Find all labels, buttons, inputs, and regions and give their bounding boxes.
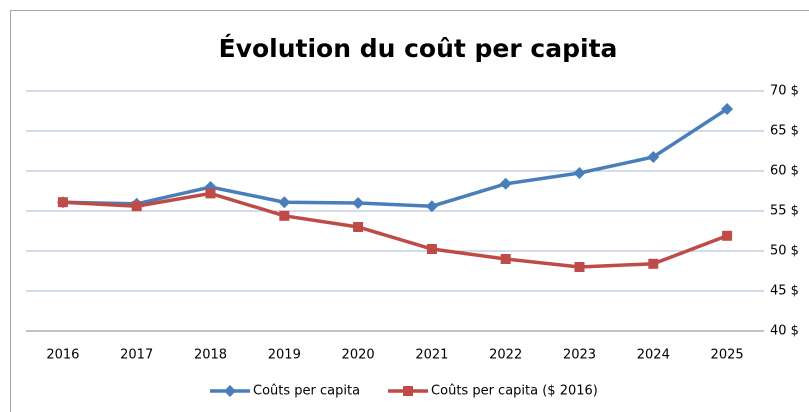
x-tick-label: 2022: [489, 348, 522, 363]
x-tick-label: 2019: [268, 348, 301, 363]
data-point: [648, 258, 659, 269]
x-tick-label: 2020: [342, 348, 375, 363]
x-tick-label: 2017: [120, 348, 153, 363]
legend-label: Coûts per capita: [253, 384, 360, 399]
data-point: [499, 177, 512, 190]
data-point: [205, 188, 216, 199]
data-point: [352, 197, 365, 209]
legend-marker: [224, 385, 236, 397]
y-tick-label: 70 $: [770, 84, 799, 99]
y-tick-label: 60 $: [770, 164, 799, 179]
data-point: [57, 197, 68, 208]
series-line: [62, 107, 729, 208]
x-tick-label: 2021: [415, 348, 448, 363]
data-point: [353, 222, 364, 232]
y-tick-label: 50 $: [770, 244, 799, 259]
legend-marker: [403, 386, 414, 396]
series-line: [62, 191, 728, 269]
data-point: [721, 103, 734, 115]
x-tick-label: 2016: [46, 348, 79, 363]
data-point: [278, 196, 291, 209]
x-tick-label: 2018: [194, 348, 227, 363]
x-tick-label: 2025: [711, 348, 744, 363]
y-tick-label: 40 $: [770, 324, 799, 339]
data-point: [425, 200, 438, 213]
data-point: [574, 262, 585, 272]
data-point: [722, 230, 733, 241]
data-point: [500, 254, 511, 264]
x-tick-label: 2024: [637, 348, 670, 363]
data-point: [573, 167, 586, 179]
x-tick-label: 2023: [563, 348, 596, 363]
y-tick-label: 45 $: [770, 284, 799, 299]
y-tick-label: 55 $: [770, 204, 799, 219]
data-point: [426, 244, 437, 254]
y-tick-label: 65 $: [770, 124, 799, 139]
legend-label: Coûts per capita ($ 2016): [431, 384, 598, 399]
data-point: [279, 210, 290, 221]
data-point: [131, 201, 142, 212]
chart-title: Évolution du coût per capita: [219, 34, 618, 63]
data-point: [647, 151, 660, 163]
